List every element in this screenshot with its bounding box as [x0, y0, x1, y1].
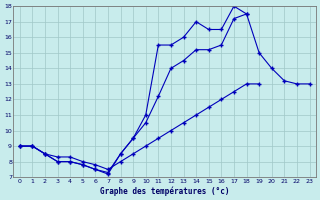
X-axis label: Graphe des températures (°c): Graphe des températures (°c) [100, 186, 229, 196]
